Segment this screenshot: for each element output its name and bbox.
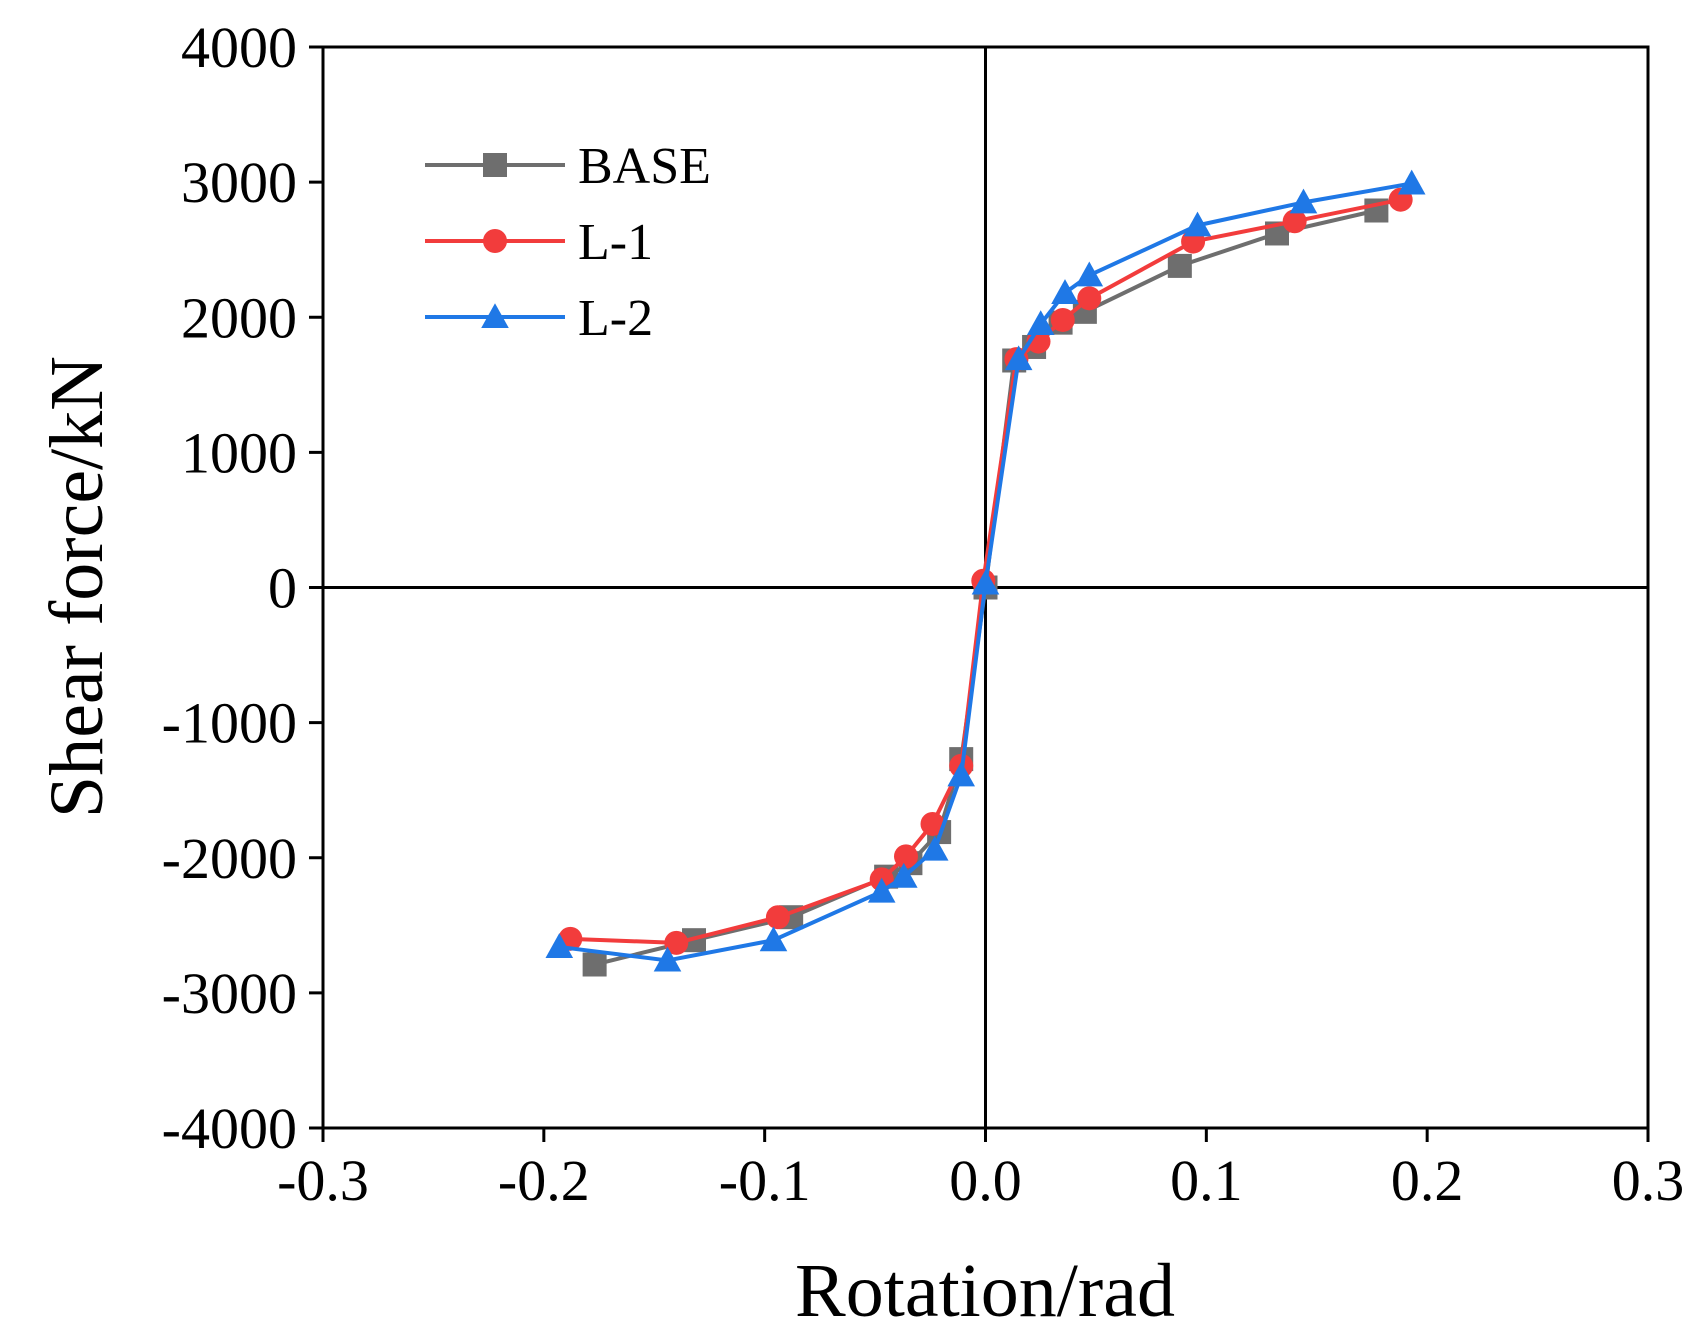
x-tick-label: -0.1 (719, 1148, 811, 1213)
y-axis: -4000 -3000 -2000 -1000 0 1000 2000 3000 4000 (162, 15, 323, 1161)
data-point-l-2 (1183, 211, 1212, 237)
data-point-base (582, 952, 607, 977)
y-tick-label: 4000 (181, 15, 297, 80)
data-point-l-1 (1050, 307, 1075, 332)
legend-item-l-2: L-2 (425, 290, 653, 347)
legend-marker-l-1 (483, 229, 507, 253)
data-point-l-1 (664, 930, 689, 955)
legend-label: L-2 (578, 290, 653, 347)
y-tick-label: 0 (268, 556, 297, 621)
data-point-l-2 (1051, 279, 1079, 304)
y-tick-label: -2000 (162, 826, 297, 891)
data-point-l-2 (1004, 345, 1033, 371)
legend-label: L-1 (578, 214, 653, 271)
y-axis-title: Shear force/kN (35, 356, 119, 818)
data-point-l-2 (545, 933, 574, 958)
x-tick-label: -0.3 (277, 1148, 369, 1213)
data-point-l-2 (971, 569, 1000, 595)
y-tick-label: 1000 (181, 420, 297, 485)
series-layer (545, 169, 1426, 977)
y-tick-label: -3000 (162, 961, 297, 1026)
series-l-2 (545, 169, 1426, 972)
legend-marker-l-2 (481, 303, 509, 329)
y-tick-label: 2000 (181, 285, 297, 350)
data-point-l-2 (1075, 261, 1104, 287)
x-tick-label: -0.2 (498, 1148, 590, 1213)
x-tick-label: 0.1 (1170, 1148, 1243, 1213)
x-axis: -0.3 -0.2 -0.1 0.0 0.1 0.2 0.3 (277, 1128, 1684, 1213)
data-point-l-2 (1397, 169, 1426, 195)
data-point-l-2 (759, 926, 788, 952)
data-point-l-1 (894, 844, 918, 869)
y-tick-label: -4000 (162, 1096, 297, 1161)
data-point-l-2 (1026, 310, 1055, 336)
data-point-l-2 (947, 761, 976, 787)
legend-marker-base (483, 153, 507, 177)
data-point-l-1 (920, 811, 945, 836)
x-tick-label: 0.0 (949, 1148, 1022, 1213)
x-axis-title: Rotation/rad (795, 1249, 1175, 1331)
x-tick-label: 0.2 (1391, 1148, 1464, 1213)
legend: BASE L-1 L-2 (425, 138, 711, 347)
y-tick-label: -1000 (162, 691, 297, 756)
legend-label: BASE (578, 138, 711, 195)
data-point-l-2 (653, 946, 682, 972)
data-point-base (1167, 253, 1192, 278)
data-point-l-2 (867, 877, 896, 903)
data-point-l-2 (889, 862, 918, 888)
data-point-l-2 (920, 835, 949, 861)
data-point-l-1 (765, 905, 790, 930)
y-tick-label: 3000 (181, 150, 297, 215)
x-tick-label: 0.3 (1612, 1148, 1685, 1213)
legend-item-l-1: L-1 (425, 214, 653, 271)
data-point-l-1 (1077, 286, 1102, 311)
data-point-l-2 (1289, 188, 1318, 214)
data-point-l-1 (1282, 209, 1307, 234)
legend-item-base: BASE (425, 138, 711, 195)
